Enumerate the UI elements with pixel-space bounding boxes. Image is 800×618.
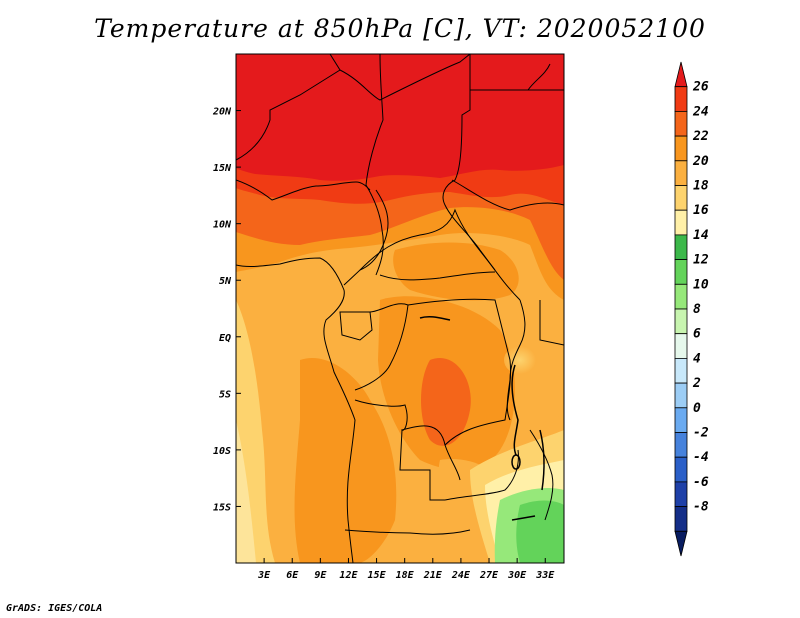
colorbar-label: 4 xyxy=(693,351,701,366)
border-nigeria-cameroon xyxy=(343,189,389,286)
border-kenya xyxy=(539,300,564,346)
colorbar-swatch xyxy=(674,160,688,186)
field-car-20-22 xyxy=(393,242,519,301)
colorbar-label: 10 xyxy=(693,277,709,292)
field-angola-20-22 xyxy=(294,358,397,563)
colorbar-swatch xyxy=(674,283,688,310)
border-car xyxy=(359,208,496,271)
colorbar-label: 2 xyxy=(692,376,701,391)
lon-tick-label: 18E xyxy=(396,570,415,581)
field-lake-victoria xyxy=(504,346,536,374)
colorbar-label: 0 xyxy=(693,401,701,416)
plot-frame xyxy=(235,53,565,564)
coastline-west xyxy=(236,257,356,563)
colorbar-label: 22 xyxy=(692,129,709,144)
border-sudan-south xyxy=(451,179,564,211)
lakes xyxy=(419,316,545,521)
border-mali-algeria xyxy=(236,54,341,161)
lon-tick-label: 9E xyxy=(314,570,327,581)
colorbar-swatch xyxy=(674,308,688,335)
colorbar-swatch xyxy=(674,432,688,458)
colorbar-swatch xyxy=(674,259,688,285)
colorbar-swatch xyxy=(674,135,688,162)
colorbar-label: -4 xyxy=(693,450,709,465)
chart-title: Temperature at 850hPa [C], VT: 202005210… xyxy=(94,14,706,43)
colorbar-label: 24 xyxy=(692,104,709,119)
lat-tick-label: 20N xyxy=(212,107,232,118)
border-drc-east xyxy=(407,298,511,446)
border-angola-zambia xyxy=(399,429,445,501)
border-gabon xyxy=(339,311,373,341)
border-uganda-tanzania xyxy=(506,299,526,421)
colorbar-swatch xyxy=(674,382,688,409)
colorbar-swatch xyxy=(674,61,688,88)
border-niger-nigeria xyxy=(236,179,371,201)
lon-tick-label: 6E xyxy=(286,570,299,581)
colorbar-label: 16 xyxy=(693,203,709,218)
border-malawi-moz xyxy=(529,429,554,521)
colorbar-label: 8 xyxy=(693,302,701,317)
lake-malawi xyxy=(539,429,545,491)
lat-tick-label: 5N xyxy=(219,276,232,287)
border-niger-libya xyxy=(339,54,471,101)
border-angola-drc xyxy=(354,399,461,481)
lon-tick-label: 24E xyxy=(451,570,471,581)
lon-tick-label: 30E xyxy=(507,570,527,581)
colorbar-swatch xyxy=(674,86,688,112)
colorbar-swatch xyxy=(674,530,688,557)
lon-tick-label: 21E xyxy=(423,570,443,581)
field-sahara-26 xyxy=(236,54,564,181)
lat-axis: 20N 15N 10N 5N EQ 5S 10S 15S xyxy=(212,107,241,513)
field-congo-22-24 xyxy=(421,358,471,446)
lat-tick-label: 15S xyxy=(213,502,231,513)
lon-tick-label: 3E xyxy=(257,570,271,581)
colorbar-swatch xyxy=(674,209,688,236)
colorbar-label: 12 xyxy=(693,253,709,268)
colorbar-swatch xyxy=(674,185,688,211)
colorbar-swatch xyxy=(674,481,688,507)
colorbar-swatch xyxy=(674,111,688,137)
colorbar-swatch xyxy=(674,506,688,532)
colorbar-swatch xyxy=(674,407,688,433)
colorbar-label: 18 xyxy=(693,179,709,194)
field-se-12-14 xyxy=(516,500,564,563)
border-namibia xyxy=(344,529,471,535)
border-congo xyxy=(354,303,409,391)
lat-tick-label: 10S xyxy=(213,446,231,457)
border-zambia-zim xyxy=(444,449,519,501)
border-car-drc xyxy=(379,271,496,281)
lake-kariba xyxy=(511,515,536,521)
colorbar-label: 14 xyxy=(693,228,709,243)
colorbar-label: -6 xyxy=(693,475,709,490)
colorbar-swatch xyxy=(674,333,688,359)
credit-text: GrADS: IGES/COLA xyxy=(6,603,103,614)
temperature-field xyxy=(236,54,564,563)
colorbar-swatch xyxy=(674,357,688,384)
lon-tick-label: 12E xyxy=(339,570,358,581)
lat-tick-label: 10N xyxy=(213,220,232,231)
lon-tick-label: 15E xyxy=(368,570,387,581)
colorbar-label: 6 xyxy=(693,327,701,342)
coast-redsea xyxy=(527,63,551,91)
field-eastafrica-18-20 xyxy=(514,299,564,420)
country-borders xyxy=(236,54,564,563)
lon-tick-label: 33E xyxy=(535,570,555,581)
colorbar-swatch xyxy=(674,456,688,483)
field-coast-cool xyxy=(236,420,256,563)
lat-tick-label: EQ xyxy=(219,333,231,344)
colorbar-label: 20 xyxy=(692,154,709,169)
lake-tanganyika xyxy=(511,364,519,456)
colorbar-label: -2 xyxy=(693,426,709,441)
lon-axis: 3E 6E 9E 12E 15E 18E 21E 24E 27E 30E 33E xyxy=(257,558,555,581)
colorbar-swatch xyxy=(674,234,688,260)
river-congo xyxy=(419,316,451,321)
colorbar-label: 26 xyxy=(692,80,709,95)
lat-tick-label: 5S xyxy=(219,389,231,400)
lake-mweru xyxy=(511,454,521,470)
lat-tick-label: 15N xyxy=(213,163,232,174)
colorbar-label: -8 xyxy=(693,500,709,515)
lon-tick-label: 27E xyxy=(479,570,499,581)
